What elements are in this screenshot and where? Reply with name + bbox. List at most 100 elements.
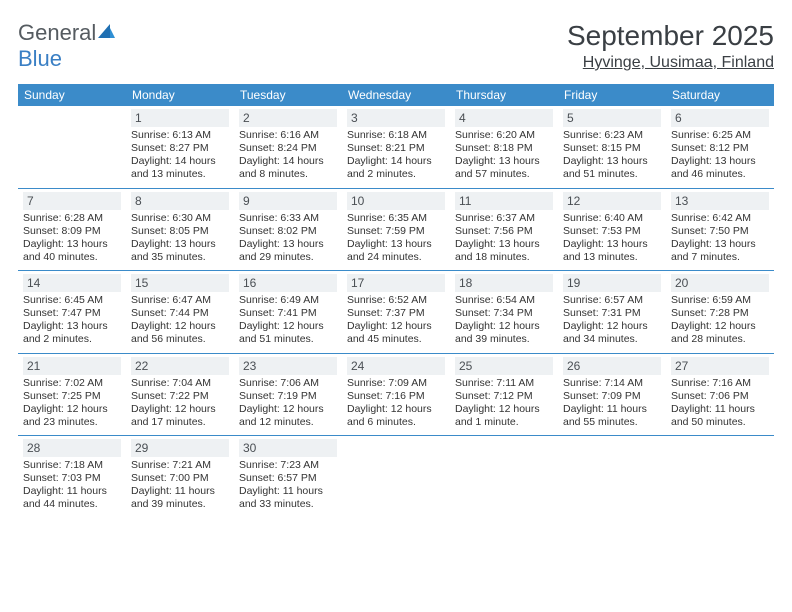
daylight-line: Daylight: 12 hours and 12 minutes. [239, 403, 337, 429]
day-number: 30 [239, 439, 337, 457]
daylight-line: Daylight: 12 hours and 17 minutes. [131, 403, 229, 429]
calendar-cell: 10Sunrise: 6:35 AMSunset: 7:59 PMDayligh… [342, 188, 450, 271]
calendar-cell [342, 436, 450, 518]
daylight-line: Daylight: 11 hours and 39 minutes. [131, 485, 229, 511]
sunrise-line: Sunrise: 7:14 AM [563, 377, 661, 390]
sunset-line: Sunset: 7:19 PM [239, 390, 337, 403]
day-number: 16 [239, 274, 337, 292]
daylight-line: Daylight: 14 hours and 13 minutes. [131, 155, 229, 181]
daylight-line: Daylight: 12 hours and 56 minutes. [131, 320, 229, 346]
calendar-cell: 11Sunrise: 6:37 AMSunset: 7:56 PMDayligh… [450, 188, 558, 271]
daylight-line: Daylight: 13 hours and 46 minutes. [671, 155, 769, 181]
sunrise-line: Sunrise: 6:52 AM [347, 294, 445, 307]
sunset-line: Sunset: 7:34 PM [455, 307, 553, 320]
day-number: 23 [239, 357, 337, 375]
day-number: 11 [455, 192, 553, 210]
daylight-line: Daylight: 12 hours and 6 minutes. [347, 403, 445, 429]
calendar-cell: 14Sunrise: 6:45 AMSunset: 7:47 PMDayligh… [18, 271, 126, 354]
daylight-line: Daylight: 13 hours and 18 minutes. [455, 238, 553, 264]
sunset-line: Sunset: 7:00 PM [131, 472, 229, 485]
calendar-page: GeneralBlue September 2025 Hyvinge, Uusi… [0, 0, 792, 538]
sunset-line: Sunset: 7:06 PM [671, 390, 769, 403]
sunset-line: Sunset: 7:56 PM [455, 225, 553, 238]
day-number: 5 [563, 109, 661, 127]
calendar-cell [666, 436, 774, 518]
location-label: Hyvinge, Uusimaa, Finland [567, 54, 774, 72]
daylight-line: Daylight: 13 hours and 35 minutes. [131, 238, 229, 264]
daylight-line: Daylight: 13 hours and 7 minutes. [671, 238, 769, 264]
sunrise-line: Sunrise: 6:42 AM [671, 212, 769, 225]
day-number: 8 [131, 192, 229, 210]
sunset-line: Sunset: 7:22 PM [131, 390, 229, 403]
sunset-line: Sunset: 7:16 PM [347, 390, 445, 403]
day-number: 26 [563, 357, 661, 375]
day-number: 27 [671, 357, 769, 375]
weekday-header: Thursday [450, 84, 558, 106]
calendar-week-row: 28Sunrise: 7:18 AMSunset: 7:03 PMDayligh… [18, 436, 774, 518]
daylight-line: Daylight: 13 hours and 2 minutes. [23, 320, 121, 346]
weekday-header: Saturday [666, 84, 774, 106]
sunrise-line: Sunrise: 7:06 AM [239, 377, 337, 390]
sunrise-line: Sunrise: 6:13 AM [131, 129, 229, 142]
calendar-cell: 19Sunrise: 6:57 AMSunset: 7:31 PMDayligh… [558, 271, 666, 354]
weekday-header: Friday [558, 84, 666, 106]
calendar-cell: 27Sunrise: 7:16 AMSunset: 7:06 PMDayligh… [666, 353, 774, 436]
sunrise-line: Sunrise: 6:54 AM [455, 294, 553, 307]
day-number: 3 [347, 109, 445, 127]
sunset-line: Sunset: 8:27 PM [131, 142, 229, 155]
sunset-line: Sunset: 7:31 PM [563, 307, 661, 320]
calendar-cell [18, 106, 126, 188]
sunset-line: Sunset: 8:21 PM [347, 142, 445, 155]
calendar-cell: 22Sunrise: 7:04 AMSunset: 7:22 PMDayligh… [126, 353, 234, 436]
title-block: September 2025 Hyvinge, Uusimaa, Finland [567, 20, 774, 72]
sail-icon [96, 20, 116, 46]
daylight-line: Daylight: 12 hours and 1 minute. [455, 403, 553, 429]
day-number: 20 [671, 274, 769, 292]
calendar-week-row: 7Sunrise: 6:28 AMSunset: 8:09 PMDaylight… [18, 188, 774, 271]
day-number: 1 [131, 109, 229, 127]
sunset-line: Sunset: 7:28 PM [671, 307, 769, 320]
calendar-cell [558, 436, 666, 518]
day-number: 19 [563, 274, 661, 292]
calendar-cell: 18Sunrise: 6:54 AMSunset: 7:34 PMDayligh… [450, 271, 558, 354]
brand-logo: GeneralBlue [18, 20, 116, 72]
day-number: 6 [671, 109, 769, 127]
daylight-line: Daylight: 11 hours and 55 minutes. [563, 403, 661, 429]
sunset-line: Sunset: 7:12 PM [455, 390, 553, 403]
day-number: 9 [239, 192, 337, 210]
daylight-line: Daylight: 14 hours and 2 minutes. [347, 155, 445, 181]
sunrise-line: Sunrise: 6:18 AM [347, 129, 445, 142]
daylight-line: Daylight: 11 hours and 50 minutes. [671, 403, 769, 429]
calendar-cell: 20Sunrise: 6:59 AMSunset: 7:28 PMDayligh… [666, 271, 774, 354]
sunrise-line: Sunrise: 6:40 AM [563, 212, 661, 225]
day-number: 29 [131, 439, 229, 457]
sunset-line: Sunset: 7:09 PM [563, 390, 661, 403]
weekday-header: Monday [126, 84, 234, 106]
sunrise-line: Sunrise: 6:59 AM [671, 294, 769, 307]
sunset-line: Sunset: 6:57 PM [239, 472, 337, 485]
calendar-cell: 2Sunrise: 6:16 AMSunset: 8:24 PMDaylight… [234, 106, 342, 188]
daylight-line: Daylight: 12 hours and 51 minutes. [239, 320, 337, 346]
daylight-line: Daylight: 11 hours and 44 minutes. [23, 485, 121, 511]
sunset-line: Sunset: 8:24 PM [239, 142, 337, 155]
sunrise-line: Sunrise: 7:23 AM [239, 459, 337, 472]
sunrise-line: Sunrise: 6:49 AM [239, 294, 337, 307]
daylight-line: Daylight: 13 hours and 51 minutes. [563, 155, 661, 181]
daylight-line: Daylight: 14 hours and 8 minutes. [239, 155, 337, 181]
sunset-line: Sunset: 8:12 PM [671, 142, 769, 155]
sunset-line: Sunset: 8:09 PM [23, 225, 121, 238]
sunrise-line: Sunrise: 6:23 AM [563, 129, 661, 142]
day-number: 28 [23, 439, 121, 457]
calendar-cell: 6Sunrise: 6:25 AMSunset: 8:12 PMDaylight… [666, 106, 774, 188]
day-number: 12 [563, 192, 661, 210]
weekday-header: Sunday [18, 84, 126, 106]
sunset-line: Sunset: 7:50 PM [671, 225, 769, 238]
sunrise-line: Sunrise: 7:04 AM [131, 377, 229, 390]
sunset-line: Sunset: 7:47 PM [23, 307, 121, 320]
calendar-cell: 21Sunrise: 7:02 AMSunset: 7:25 PMDayligh… [18, 353, 126, 436]
sunset-line: Sunset: 7:59 PM [347, 225, 445, 238]
calendar-cell: 16 Sunrise: 6:49 AMSunset: 7:41 PMDayligh… [234, 271, 342, 354]
day-number: 17 [347, 274, 445, 292]
sunset-line: Sunset: 7:41 PM [239, 307, 337, 320]
brand-name-2: Blue [18, 46, 62, 71]
